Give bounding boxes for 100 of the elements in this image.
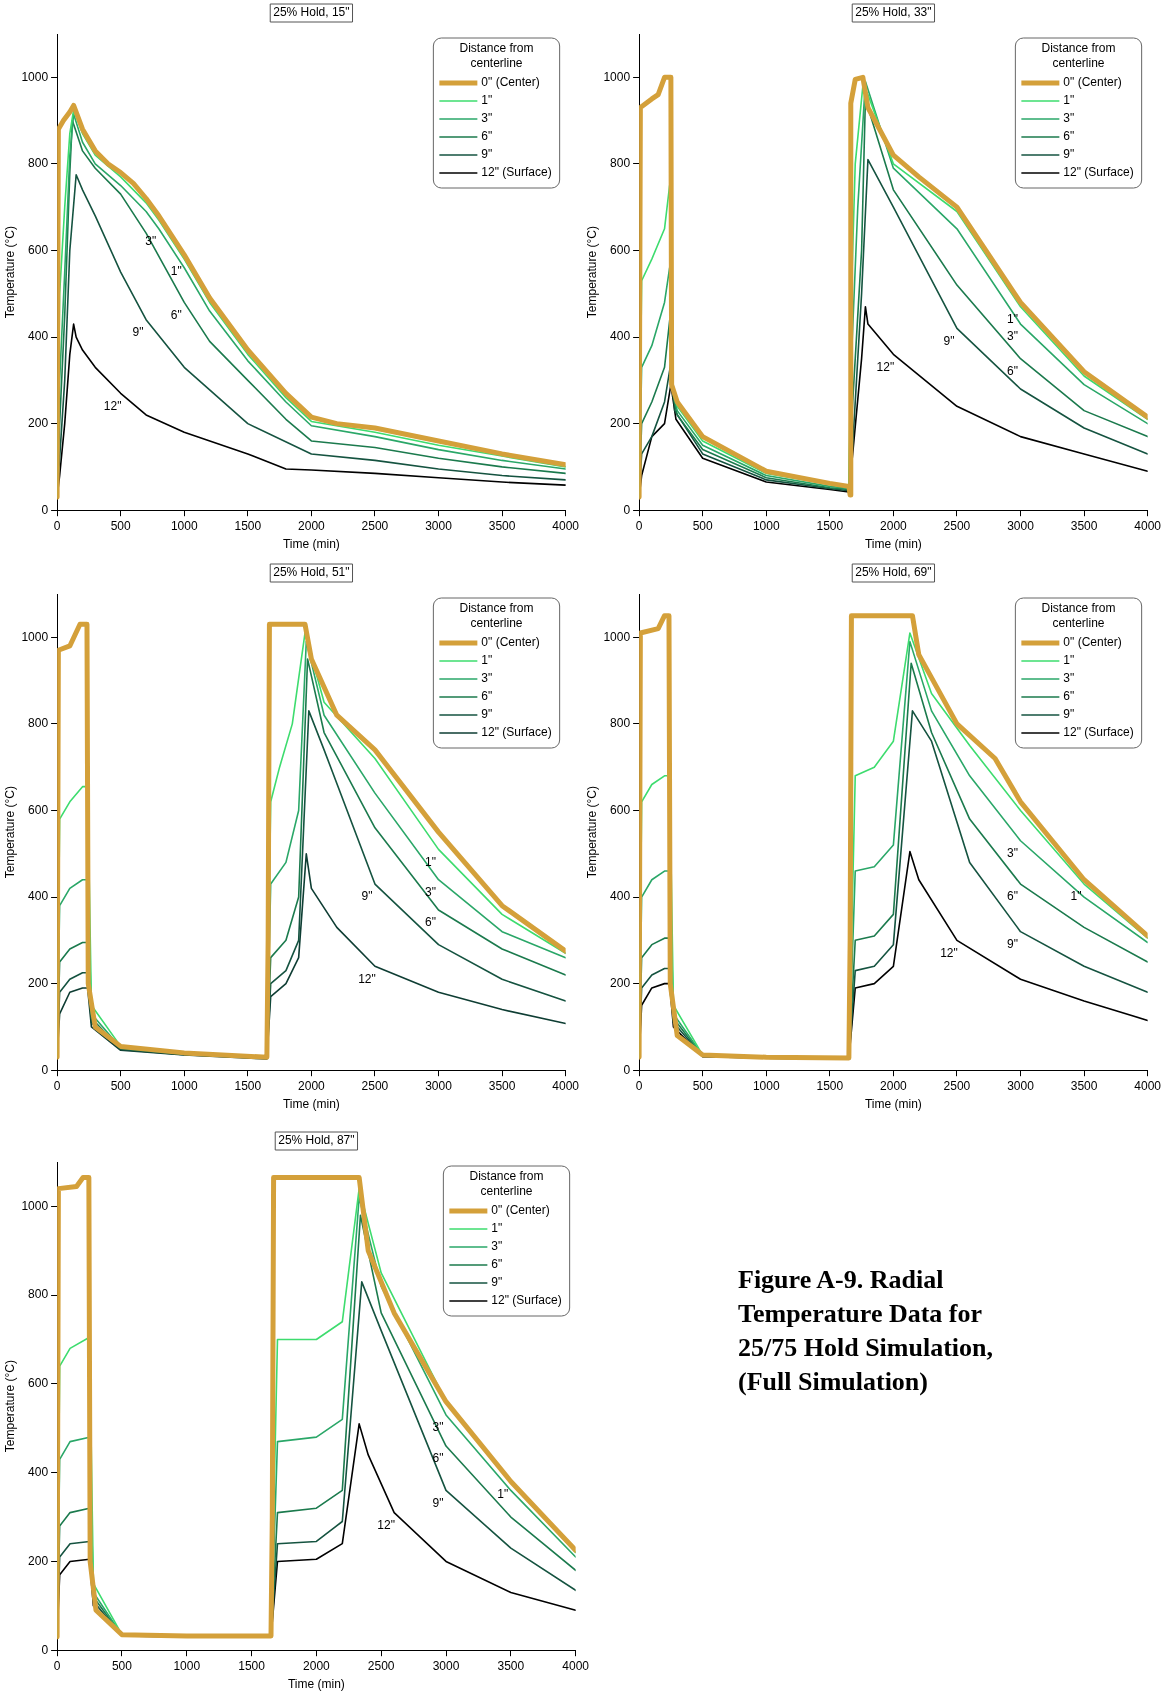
legend-label: 12" (Surface) [481, 165, 552, 180]
y-tick-label: 1000 [603, 69, 631, 84]
legend-title: Distance from centerline [459, 41, 534, 71]
y-tick-label: 400 [28, 1464, 49, 1479]
annotation: 3" [425, 885, 436, 900]
x-tick-label: 3500 [497, 1658, 525, 1673]
legend-label: 9" [1063, 147, 1075, 162]
y-tick-label: 200 [610, 415, 631, 430]
x-tick-label: 0 [53, 1658, 61, 1673]
y-tick-label: 600 [28, 802, 49, 817]
legend-label: 0" (Center) [491, 1203, 550, 1218]
x-tick-label: 500 [110, 1078, 131, 1093]
y-tick-label: 200 [610, 975, 631, 990]
legend-label: 1" [1063, 653, 1075, 668]
x-tick-label: 500 [692, 1078, 713, 1093]
x-tick-label: 0 [53, 1078, 61, 1093]
y-tick-label: 600 [610, 802, 631, 817]
y-tick-label: 1000 [21, 69, 49, 84]
legend-title: Distance from centerline [469, 1169, 544, 1199]
y-tick-label: 1000 [603, 629, 631, 644]
legend-label: 0" (Center) [481, 75, 540, 90]
legend-label: 9" [491, 1275, 503, 1290]
y-tick-label: 400 [28, 889, 49, 904]
annotation: 3" [1007, 846, 1018, 861]
x-tick-label: 1500 [238, 1658, 266, 1673]
y-axis-title: Temperature (°C) [2, 786, 17, 879]
y-tick-label: 600 [28, 1376, 49, 1391]
y-tick-label: 0 [623, 502, 631, 517]
x-tick-label: 500 [110, 518, 131, 533]
legend-label: 6" [481, 689, 493, 704]
legend-label: 3" [491, 1239, 503, 1254]
x-tick-label: 2500 [361, 518, 389, 533]
y-tick-label: 800 [28, 156, 49, 171]
annotation: 6" [170, 307, 182, 322]
x-tick-label: 1500 [234, 1078, 262, 1093]
y-tick-label: 200 [28, 415, 49, 430]
chart-title: 25% Hold, 15" [273, 5, 350, 20]
x-axis-title: Time (min) [864, 1097, 922, 1112]
legend-label: 12" (Surface) [491, 1293, 562, 1308]
y-tick-label: 0 [41, 1642, 49, 1657]
y-tick-label: 0 [41, 502, 49, 517]
legend-label: 1" [481, 653, 493, 668]
y-tick-label: 800 [28, 1287, 49, 1302]
chart-title: 25% Hold, 69" [855, 565, 932, 580]
y-tick-label: 200 [28, 1553, 49, 1568]
annotation: 12" [358, 971, 376, 986]
x-tick-label: 2000 [298, 518, 326, 533]
x-tick-label: 3500 [488, 518, 516, 533]
legend-label: 3" [1063, 111, 1075, 126]
x-tick-label: 3500 [1070, 1078, 1098, 1093]
y-tick-label: 0 [41, 1062, 49, 1077]
x-tick-label: 0 [635, 518, 643, 533]
legend-label: 3" [1063, 671, 1075, 686]
legend-title: Distance from centerline [459, 601, 534, 631]
y-tick-label: 1000 [21, 629, 49, 644]
x-tick-label: 4000 [552, 518, 580, 533]
legend-label: 0" (Center) [481, 635, 540, 650]
x-tick-label: 1000 [173, 1658, 201, 1673]
y-tick-label: 800 [610, 716, 631, 731]
x-tick-label: 2500 [943, 518, 971, 533]
x-tick-label: 3000 [432, 1658, 460, 1673]
x-tick-label: 1000 [170, 1078, 198, 1093]
x-tick-label: 2000 [880, 1078, 908, 1093]
legend-label: 12" (Surface) [1063, 165, 1134, 180]
y-axis-title: Temperature (°C) [2, 1360, 17, 1453]
x-tick-label: 2500 [361, 1078, 389, 1093]
annotation: 12" [377, 1517, 395, 1532]
legend-label: 12" (Surface) [1063, 725, 1134, 740]
legend-label: 0" (Center) [1063, 635, 1122, 650]
x-tick-label: 500 [111, 1658, 133, 1673]
annotation: 9" [432, 1495, 444, 1510]
legend-label: 1" [491, 1221, 503, 1236]
x-tick-label: 3000 [1007, 518, 1035, 533]
x-tick-label: 0 [635, 1078, 643, 1093]
y-axis-title: Temperature (°C) [2, 226, 17, 319]
legend-label: 3" [481, 671, 493, 686]
x-tick-label: 3000 [425, 518, 453, 533]
y-tick-label: 400 [28, 329, 49, 344]
annotation: 9" [361, 889, 373, 904]
annotation: 1" [170, 264, 182, 279]
x-tick-label: 3500 [488, 1078, 516, 1093]
annotation: 12" [940, 945, 958, 960]
text: Figure A-9. Radial Temperature Data for 25/75 Hold Simulation, (Full Simulation) [738, 1264, 994, 1398]
y-tick-label: 1000 [21, 1198, 49, 1213]
legend-label: 6" [481, 129, 493, 144]
y-tick-label: 400 [610, 329, 631, 344]
annotation: 9" [943, 333, 955, 348]
annotation: 6" [1007, 363, 1018, 378]
legend-title: Distance from centerline [1041, 41, 1116, 71]
legend-label: 6" [491, 1257, 503, 1272]
legend-label: 1" [481, 93, 493, 108]
x-tick-label: 2000 [303, 1658, 331, 1673]
x-tick-label: 500 [692, 518, 713, 533]
annotation: 1" [497, 1486, 509, 1501]
annotation: 12" [876, 359, 895, 374]
x-tick-label: 2500 [943, 1078, 971, 1093]
x-axis-title: Time (min) [282, 537, 340, 552]
annotation: 9" [1007, 936, 1018, 951]
annotation: 3" [1007, 329, 1018, 344]
legend-label: 9" [481, 707, 493, 722]
